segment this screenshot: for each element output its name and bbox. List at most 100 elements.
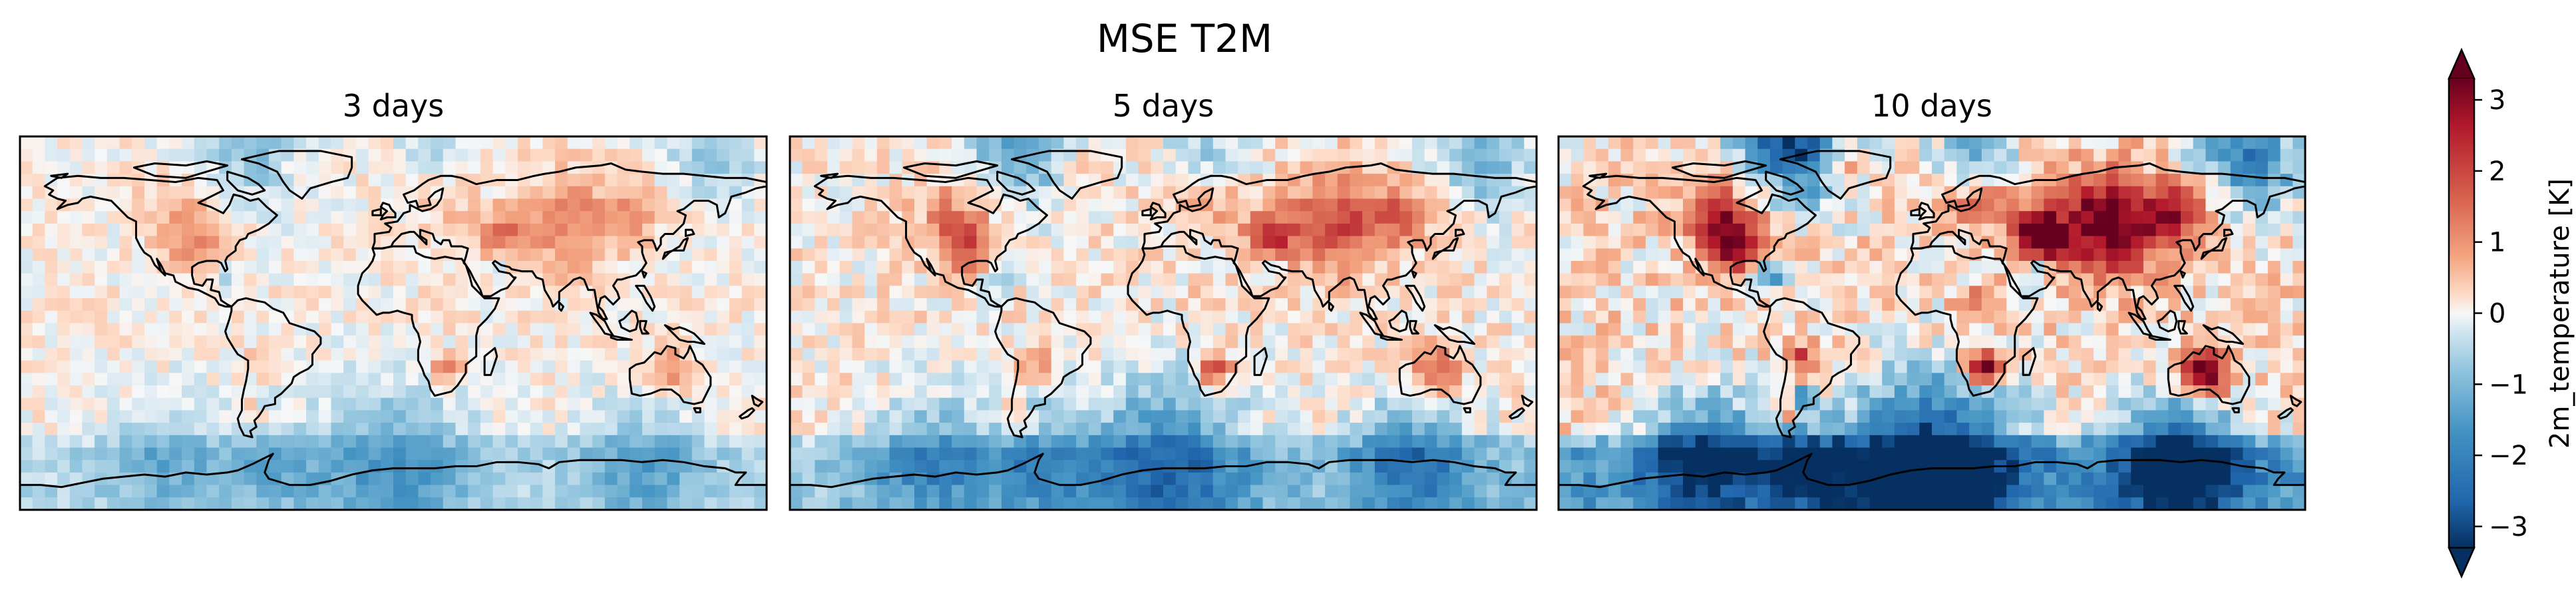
grid-cell	[418, 360, 431, 374]
grid-cell	[2218, 273, 2231, 287]
grid-cell	[355, 335, 369, 349]
grid-cell	[1559, 347, 1572, 361]
grid-cell	[617, 198, 631, 212]
grid-cell	[2193, 261, 2207, 274]
grid-cell	[1683, 186, 1696, 200]
coastline	[1522, 396, 1533, 407]
grid-cell	[1524, 198, 1537, 212]
grid-cell	[815, 273, 828, 287]
grid-cell	[1956, 335, 1970, 349]
grid-cell	[2267, 335, 2281, 349]
grid-cell	[82, 136, 95, 150]
grid-cell	[2006, 136, 2020, 150]
grid-cell	[1769, 198, 1783, 212]
grid-cell	[1188, 174, 1201, 187]
grid-cell	[492, 261, 506, 274]
grid-cell	[1608, 298, 1622, 311]
grid-cell	[119, 136, 133, 150]
grid-cell	[418, 447, 431, 461]
grid-cell	[1337, 472, 1351, 486]
grid-cell	[2218, 310, 2231, 324]
grid-cell	[815, 223, 828, 237]
grid-cell	[1125, 211, 1139, 224]
grid-cell	[876, 261, 890, 274]
grid-cell	[964, 335, 978, 349]
grid-cell	[1039, 286, 1052, 299]
grid-cell	[2293, 236, 2305, 250]
grid-cell	[1039, 236, 1052, 250]
grid-cell	[1683, 347, 1696, 361]
grid-cell	[952, 485, 965, 499]
grid-cell	[1683, 323, 1696, 336]
grid-cell	[57, 286, 71, 299]
grid-cell	[194, 335, 208, 349]
grid-cell	[1620, 347, 1634, 361]
grid-cell	[2155, 186, 2169, 200]
grid-cell	[704, 360, 717, 374]
grid-cell	[1125, 223, 1139, 237]
grid-cell	[219, 148, 232, 162]
grid-cell	[393, 148, 407, 162]
grid-cell	[132, 198, 145, 212]
grid-cell	[431, 273, 444, 287]
grid-cell	[876, 373, 890, 386]
grid-cell	[667, 435, 680, 449]
grid-cell	[2168, 248, 2181, 262]
grid-cell	[1387, 373, 1401, 386]
grid-cell	[45, 148, 58, 162]
grid-cell	[194, 310, 208, 324]
grid-cell	[381, 385, 394, 399]
grid-cell	[1570, 198, 1584, 212]
grid-cell	[82, 298, 95, 311]
grid-cell	[1894, 347, 1908, 361]
grid-cell	[1424, 211, 1438, 224]
grid-cell	[592, 472, 606, 486]
grid-cell	[1845, 273, 1858, 287]
grid-cell	[381, 174, 394, 187]
grid-cell	[2181, 360, 2194, 374]
grid-cell	[580, 423, 593, 436]
grid-cell	[505, 385, 518, 399]
grid-cell	[976, 148, 990, 162]
grid-cell	[741, 497, 755, 510]
grid-cell	[939, 460, 952, 473]
grid-cell	[2143, 360, 2157, 374]
grid-cell	[964, 310, 978, 324]
grid-cell	[1645, 323, 1659, 336]
grid-cell	[20, 385, 33, 399]
grid-cell	[2006, 148, 2020, 162]
grid-cell	[704, 435, 717, 449]
grid-cell	[667, 373, 680, 386]
grid-cell	[1101, 136, 1114, 150]
grid-cell	[2031, 286, 2045, 299]
grid-cell	[1570, 236, 1584, 250]
grid-cell	[617, 423, 631, 436]
grid-cell	[802, 497, 816, 510]
grid-cell	[1250, 385, 1264, 399]
grid-cell	[1362, 485, 1376, 499]
grid-cell	[1596, 385, 1609, 399]
grid-cell	[518, 447, 531, 461]
grid-cell	[244, 472, 258, 486]
grid-cell	[889, 273, 903, 287]
grid-cell	[1807, 261, 1821, 274]
grid-cell	[2255, 174, 2269, 187]
grid-cell	[182, 410, 195, 423]
grid-cell	[704, 423, 717, 436]
grid-cell	[926, 148, 940, 162]
grid-cell	[480, 423, 494, 436]
grid-cell	[914, 447, 928, 461]
grid-cell	[368, 335, 382, 349]
grid-cell	[2255, 223, 2269, 237]
grid-cell	[393, 273, 407, 287]
grid-cell	[1832, 310, 1845, 324]
grid-cell	[1969, 373, 1982, 386]
grid-cell	[1559, 186, 1572, 200]
grid-cell	[1608, 347, 1622, 361]
grid-cell	[1399, 174, 1413, 187]
grid-cell	[939, 410, 952, 423]
grid-cell	[679, 472, 693, 486]
grid-cell	[852, 211, 865, 224]
grid-cell	[1238, 410, 1251, 423]
grid-cell	[691, 248, 705, 262]
